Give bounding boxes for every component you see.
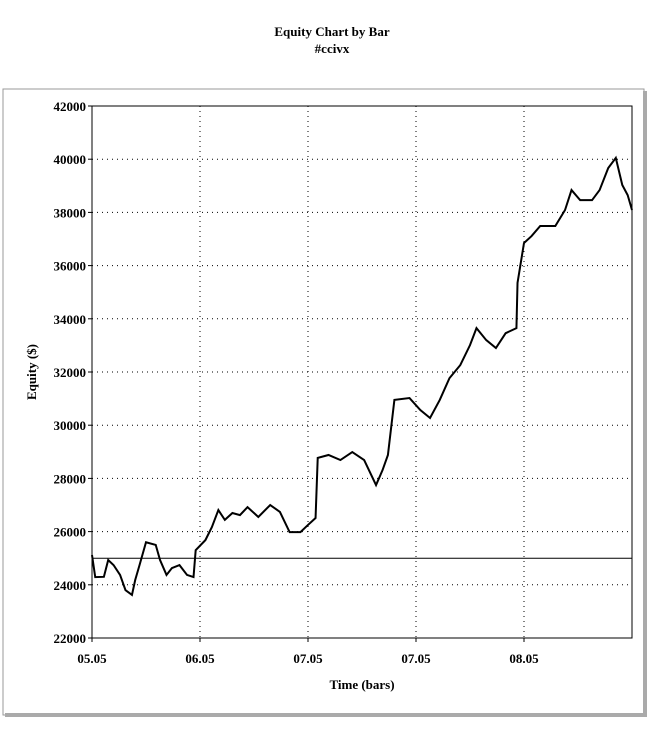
chart-subtitle: #ccivx <box>315 41 350 56</box>
y-tick-label: 22000 <box>54 631 87 646</box>
y-tick-label: 38000 <box>54 205 87 220</box>
x-tick-label: 06.05 <box>185 651 215 666</box>
y-tick-label: 30000 <box>54 418 87 433</box>
y-tick-label: 36000 <box>54 259 87 274</box>
chart-title: Equity Chart by Bar <box>274 24 389 39</box>
x-tick-label: 08.05 <box>509 651 539 666</box>
y-tick-label: 40000 <box>54 152 87 167</box>
y-tick-label: 24000 <box>54 578 87 593</box>
x-axis-label: Time (bars) <box>329 677 394 692</box>
panel <box>2 88 645 716</box>
y-tick-label: 26000 <box>54 525 87 540</box>
y-axis-label: Equity ($) <box>24 344 39 400</box>
y-tick-label: 28000 <box>54 471 87 486</box>
y-tick-label: 42000 <box>54 99 87 114</box>
y-tick-label: 32000 <box>54 365 87 380</box>
panel-shadow <box>643 91 647 717</box>
y-tick-label: 34000 <box>54 312 87 327</box>
x-tick-label: 07.05 <box>401 651 431 666</box>
plot-frame <box>91 105 633 639</box>
equity-line <box>91 155 633 597</box>
x-tick-label: 07.05 <box>293 651 323 666</box>
x-tick-label: 05.05 <box>77 651 107 666</box>
panel-shadow <box>5 713 646 717</box>
